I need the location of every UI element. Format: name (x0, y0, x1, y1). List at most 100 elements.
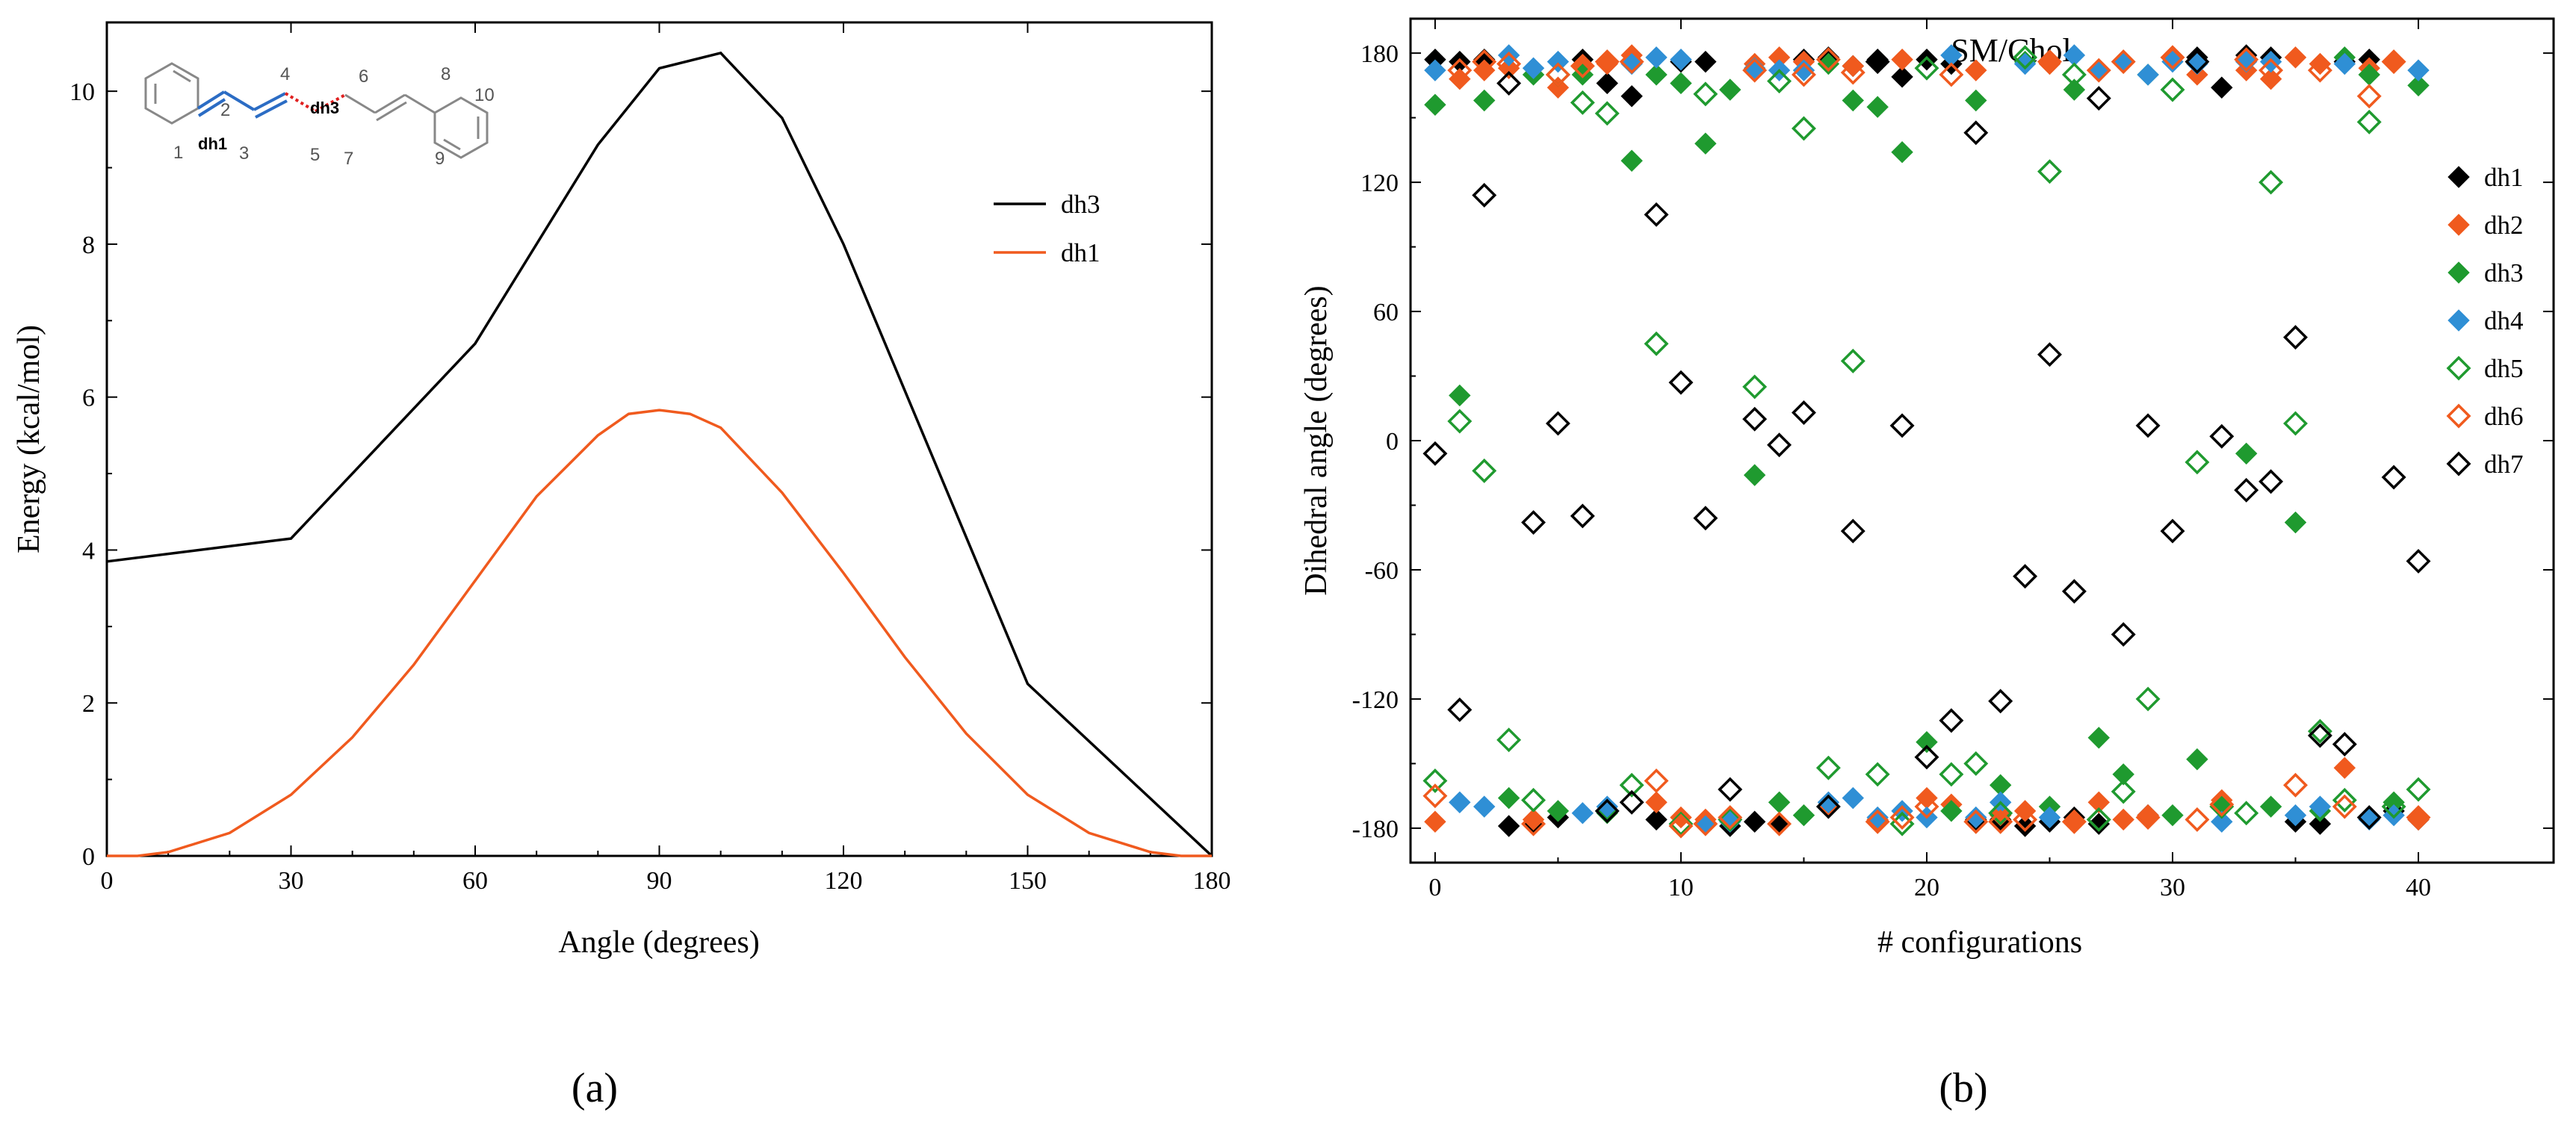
point-dh2 (2407, 808, 2430, 831)
point-dh6 (2061, 809, 2087, 834)
point-dh6 (1914, 794, 1939, 819)
point-dh2 (1546, 76, 1570, 99)
point-dh1 (1497, 815, 1520, 837)
point-dh7 (1619, 789, 1644, 815)
point-dh7 (1840, 518, 1866, 544)
x-tick-label: 30 (2160, 874, 2185, 901)
point-dh7 (2185, 49, 2210, 75)
phenyl-ring-right (433, 96, 489, 159)
series-line-dh3 (106, 52, 1213, 857)
point-dh4 (1817, 791, 1840, 813)
point-dh4 (1620, 52, 1643, 75)
point-dh4 (1891, 800, 1913, 822)
x-tick-label: 180 (1193, 867, 1231, 895)
point-dh6 (2258, 58, 2284, 83)
point-dh3 (1792, 804, 1815, 827)
point-dh5 (2406, 777, 2431, 802)
point-dh6 (1889, 804, 1915, 830)
point-dh5 (2061, 62, 2087, 87)
point-dh4 (1546, 50, 1570, 73)
point-dh2 (1522, 808, 1545, 831)
x-tick-label: 120 (825, 867, 863, 895)
point-dh2 (2383, 50, 2405, 73)
point-dh3 (2186, 748, 2208, 771)
point-dh1 (1866, 49, 1889, 71)
legend-label-dh4: dh4 (2484, 306, 2524, 335)
bond-2-3 (223, 90, 256, 111)
legend-label-dh2: dh2 (2484, 211, 2524, 240)
point-dh6 (1718, 804, 1743, 830)
point-dh7 (1422, 441, 1448, 466)
point-dh1 (2211, 76, 2233, 99)
y-tick-label: 0 (1386, 428, 1399, 456)
point-dh3 (1940, 800, 1963, 822)
series-dh1 (1424, 44, 2430, 837)
point-dh5 (1742, 374, 1768, 400)
point-dh7 (1767, 432, 1792, 458)
point-dh5 (1570, 90, 1595, 115)
y-tick-label: -180 (1352, 816, 1399, 843)
point-dh3 (1768, 791, 1791, 813)
legend-marker-dh1 (2447, 166, 2470, 188)
point-dh3 (2235, 442, 2258, 465)
point-dh7 (1644, 202, 1669, 227)
point-dh4 (2211, 810, 2233, 833)
point-dh7 (1963, 120, 1989, 146)
panel-b-legend: dh1 dh2 dh3 dh4 dh5 dh6 dh7 (2446, 163, 2524, 479)
point-dh3 (1866, 96, 1889, 118)
bond-6-7 (344, 93, 376, 114)
point-dh3 (1891, 141, 1913, 164)
point-dh4 (2112, 50, 2134, 73)
panel-a-frame (105, 21, 1213, 857)
legend-label-dh1: dh1 (2484, 163, 2524, 192)
point-dh2 (2333, 757, 2356, 779)
y-tick-label: -60 (1365, 557, 1399, 585)
point-dh4 (1842, 786, 1864, 810)
point-dh3 (1546, 800, 1570, 822)
atom-number-4: 4 (280, 64, 290, 84)
panel-b-series (1422, 44, 2431, 839)
point-dh6 (1545, 62, 1570, 87)
point-dh5 (2111, 779, 2136, 804)
point-dh7 (1496, 71, 1522, 96)
panel-b-ticks: 0 10 20 30 40 -180 -120 -60 0 60 120 180 (1352, 19, 2554, 901)
bond-3-4-double (255, 99, 288, 119)
point-dh3 (2087, 727, 2110, 749)
point-dh5 (1668, 811, 1694, 836)
y-tick-label: 120 (1360, 170, 1399, 197)
point-dh7 (2406, 548, 2431, 574)
point-dh7 (2234, 477, 2259, 503)
point-dh6 (1619, 49, 1644, 75)
series-dh3 (1424, 46, 2430, 827)
point-dh7 (1889, 413, 1915, 438)
panel-a-series (106, 52, 1213, 857)
legend-label-dh6: dh6 (2484, 402, 2524, 431)
point-dh3 (1916, 730, 1938, 754)
point-dh3 (1645, 63, 1668, 86)
legend-marker-dh2 (2447, 214, 2470, 236)
legend-label-dh7: dh7 (2484, 450, 2524, 479)
y-tick-label: 2 (82, 690, 95, 718)
atom-number-1: 1 (173, 143, 183, 163)
x-tick-label: 0 (101, 867, 114, 895)
point-dh5 (2013, 45, 2038, 70)
point-dh3 (2407, 74, 2430, 97)
phenyl-ring-right-inner (443, 138, 461, 151)
panel-a-ylabel: Energy (kcal/mol) (12, 325, 46, 553)
legend-label-dh3: dh3 (2484, 258, 2524, 288)
point-dh5 (2185, 450, 2210, 475)
point-dh7 (1742, 406, 1768, 432)
point-dh5 (1619, 772, 1644, 798)
point-dh3 (2284, 511, 2307, 534)
point-dh6 (2185, 807, 2210, 832)
legend-marker-dh3 (2447, 261, 2470, 284)
point-dh4 (2235, 50, 2258, 73)
panel-b-frame (1409, 17, 2555, 864)
bond-7-8-double (376, 101, 407, 122)
point-dh4 (1424, 59, 1446, 81)
point-dh5 (2381, 794, 2406, 819)
point-dh7 (2061, 579, 2087, 604)
point-dh4 (2038, 806, 2061, 829)
